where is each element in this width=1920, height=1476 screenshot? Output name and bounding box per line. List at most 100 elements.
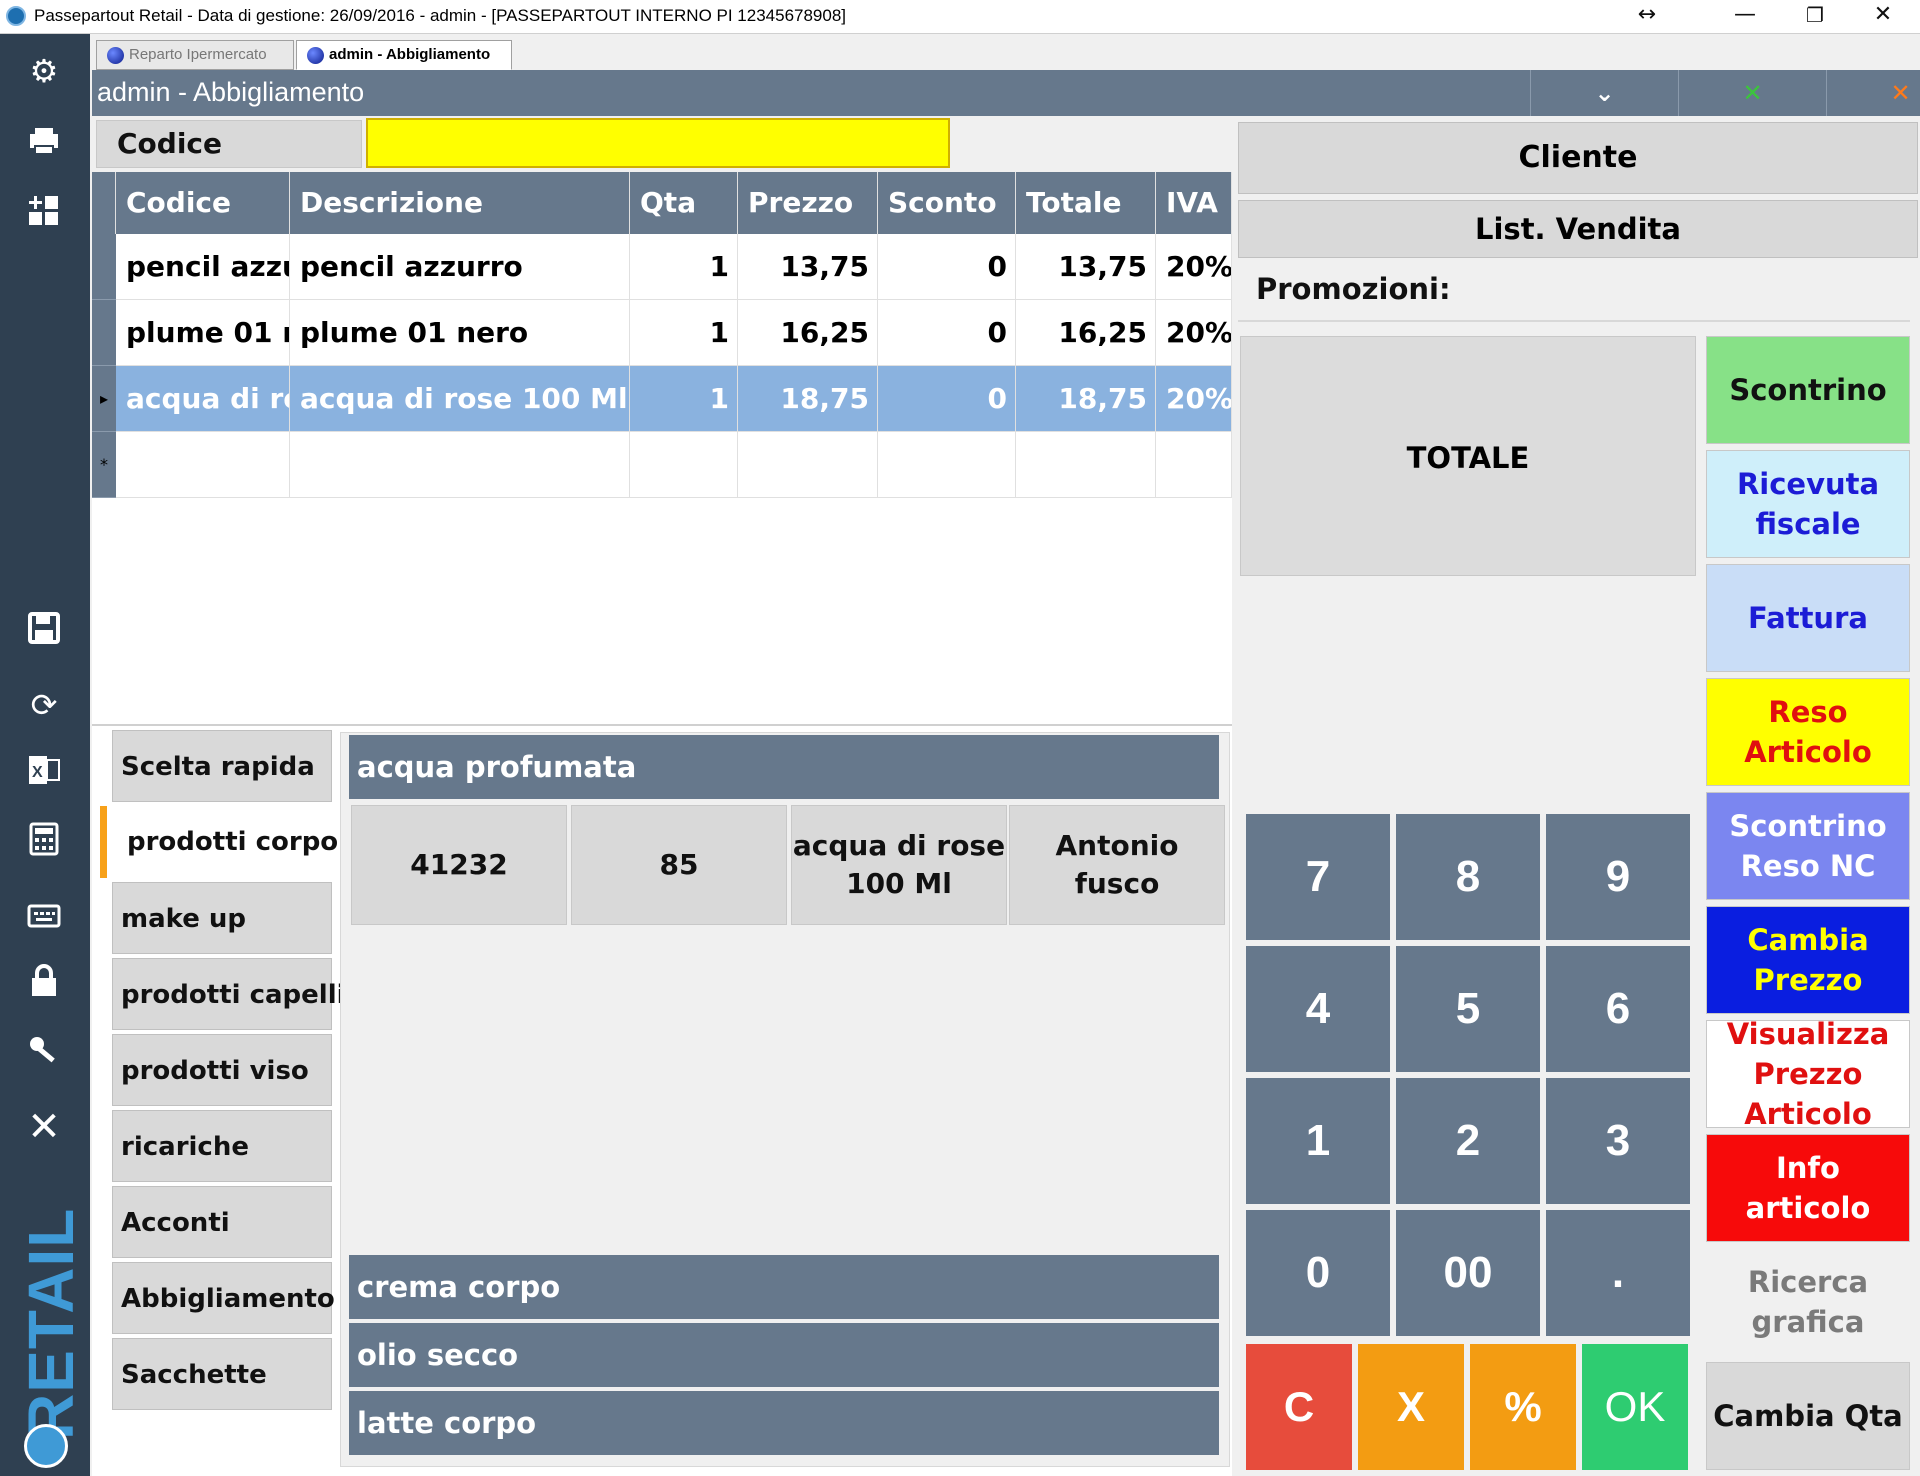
category-button[interactable]: prodotti viso	[112, 1034, 332, 1106]
table-cell-totale[interactable]: 13,75	[1016, 234, 1156, 300]
ricerca-grafica-button[interactable]: Ricerca grafica	[1706, 1248, 1910, 1356]
calculator-icon[interactable]	[21, 822, 67, 868]
table-cell-sconto[interactable]: 0	[878, 366, 1016, 432]
category-button[interactable]: prodotti capelli	[112, 958, 346, 1030]
category-button[interactable]: Acconti	[112, 1186, 332, 1258]
col-prezzo[interactable]: Prezzo	[738, 172, 878, 234]
gear-icon[interactable]: ⚙	[29, 52, 59, 90]
ricevuta-fiscale-button[interactable]: Ricevuta fiscale	[1706, 450, 1910, 558]
selected-row-marker[interactable]: ▸	[92, 366, 116, 432]
category-button-active[interactable]: prodotti corpo	[100, 806, 344, 878]
table-cell-prezzo[interactable]: 13,75	[738, 234, 878, 300]
category-button[interactable]: ricariche	[112, 1110, 332, 1182]
confirm-excel-icon[interactable]: ✕	[1678, 70, 1826, 116]
key-3[interactable]: 3	[1546, 1078, 1690, 1204]
key-6[interactable]: 6	[1546, 946, 1690, 1072]
item-cell[interactable]: 41232	[351, 805, 567, 925]
table-cell-qta[interactable]: 1	[630, 300, 738, 366]
item-cell[interactable]: acqua di rose 100 Ml	[791, 805, 1007, 925]
key-5[interactable]: 5	[1396, 946, 1540, 1072]
table-cell-sconto[interactable]: 0	[878, 234, 1016, 300]
row-header[interactable]	[92, 300, 116, 366]
table-cell-iva[interactable]: 20%	[1156, 300, 1232, 366]
table-cell-descrizione[interactable]: acqua di rose 100 Ml	[290, 366, 630, 432]
table-cell-sconto[interactable]: 0	[878, 300, 1016, 366]
key-0[interactable]: 0	[1246, 1210, 1390, 1336]
ok-button[interactable]: OK	[1582, 1344, 1688, 1470]
scontrino-reso-nc-button[interactable]: Scontrino Reso NC	[1706, 792, 1910, 900]
table-cell-totale[interactable]: 16,25	[1016, 300, 1156, 366]
table-cell-empty[interactable]	[1016, 432, 1156, 498]
clear-button[interactable]: C	[1246, 1344, 1352, 1470]
table-cell-prezzo[interactable]: 18,75	[738, 366, 878, 432]
table-cell-codice[interactable]: pencil azzurro	[116, 234, 290, 300]
category-button[interactable]: Sacchette	[112, 1338, 332, 1410]
table-cell-empty[interactable]	[1156, 432, 1232, 498]
key-8[interactable]: 8	[1396, 814, 1540, 940]
item-group-header[interactable]: latte corpo	[349, 1391, 1219, 1455]
table-cell-prezzo[interactable]: 16,25	[738, 300, 878, 366]
cambia-prezzo-button[interactable]: Cambia Prezzo	[1706, 906, 1910, 1014]
reso-articolo-button[interactable]: Reso Articolo	[1706, 678, 1910, 786]
save-icon[interactable]	[21, 610, 67, 656]
table-cell-empty[interactable]	[878, 432, 1016, 498]
table-cell-empty[interactable]	[116, 432, 290, 498]
close-window-button[interactable]: ✕	[1873, 2, 1893, 27]
table-cell-empty[interactable]	[630, 432, 738, 498]
scontrino-button[interactable]: Scontrino	[1706, 336, 1910, 444]
percent-button[interactable]: %	[1470, 1344, 1576, 1470]
visualizza-prezzo-button[interactable]: Visualizza Prezzo Articolo	[1706, 1017, 1910, 1131]
fattura-button[interactable]: Fattura	[1706, 564, 1910, 672]
item-cell[interactable]: Antonio fusco	[1009, 805, 1225, 925]
row-header[interactable]	[92, 234, 116, 300]
cliente-button[interactable]: Cliente	[1238, 122, 1918, 194]
table-cell-qta[interactable]: 1	[630, 366, 738, 432]
table-cell-totale[interactable]: 18,75	[1016, 366, 1156, 432]
grid-plus-icon[interactable]	[21, 194, 67, 240]
key-7[interactable]: 7	[1246, 814, 1390, 940]
category-button[interactable]: make up	[112, 882, 332, 954]
new-row-marker[interactable]: *	[92, 432, 116, 498]
col-sconto[interactable]: Sconto	[878, 172, 1016, 234]
item-group-header[interactable]: olio secco	[349, 1323, 1219, 1387]
col-totale[interactable]: Totale	[1016, 172, 1156, 234]
item-cell[interactable]: 85	[571, 805, 787, 925]
category-button[interactable]: Scelta rapida	[112, 730, 332, 802]
table-cell-empty[interactable]	[738, 432, 878, 498]
excel-icon[interactable]: X	[21, 752, 67, 798]
keyboard-icon[interactable]	[21, 894, 67, 940]
key-decimal[interactable]: .	[1546, 1210, 1690, 1336]
key-1[interactable]: 1	[1246, 1078, 1390, 1204]
item-group-header[interactable]: crema corpo	[349, 1255, 1219, 1319]
tab-reparto-ipermercato[interactable]: Reparto Ipermercato	[96, 40, 294, 70]
resize-button[interactable]: ↔	[1637, 2, 1657, 27]
col-qta[interactable]: Qta	[630, 172, 738, 234]
col-codice[interactable]: Codice	[116, 172, 290, 234]
key-9[interactable]: 9	[1546, 814, 1690, 940]
minimize-button[interactable]: —	[1734, 2, 1756, 27]
multiply-button[interactable]: X	[1358, 1344, 1464, 1470]
item-group-header[interactable]: acqua profumata	[349, 735, 1219, 799]
key-icon[interactable]	[21, 1034, 67, 1080]
table-cell-qta[interactable]: 1	[630, 234, 738, 300]
table-cell-empty[interactable]	[290, 432, 630, 498]
col-iva[interactable]: IVA	[1156, 172, 1232, 234]
listino-button[interactable]: List. Vendita	[1238, 200, 1918, 258]
table-cell-iva[interactable]: 20%	[1156, 234, 1232, 300]
refresh-icon[interactable]: ⟳	[30, 686, 58, 724]
table-cell-codice[interactable]: plume 01 nero	[116, 300, 290, 366]
key-2[interactable]: 2	[1396, 1078, 1540, 1204]
info-articolo-button[interactable]: Info articolo	[1706, 1134, 1910, 1242]
chevron-down-icon[interactable]: ⌄	[1530, 70, 1678, 116]
code-input[interactable]	[366, 118, 950, 168]
key-4[interactable]: 4	[1246, 946, 1390, 1072]
table-cell-codice[interactable]: acqua di rose 100 Ml	[116, 366, 290, 432]
table-cell-descrizione[interactable]: plume 01 nero	[290, 300, 630, 366]
table-cell-iva[interactable]: 20%	[1156, 366, 1232, 432]
cambia-qta-button[interactable]: Cambia Qta	[1706, 1362, 1910, 1470]
printer-icon[interactable]	[21, 122, 67, 168]
key-00[interactable]: 00	[1396, 1210, 1540, 1336]
lock-icon[interactable]	[21, 964, 67, 1010]
table-cell-descrizione[interactable]: pencil azzurro	[290, 234, 630, 300]
tab-admin-abbigliamento[interactable]: admin - Abbigliamento	[296, 40, 512, 70]
